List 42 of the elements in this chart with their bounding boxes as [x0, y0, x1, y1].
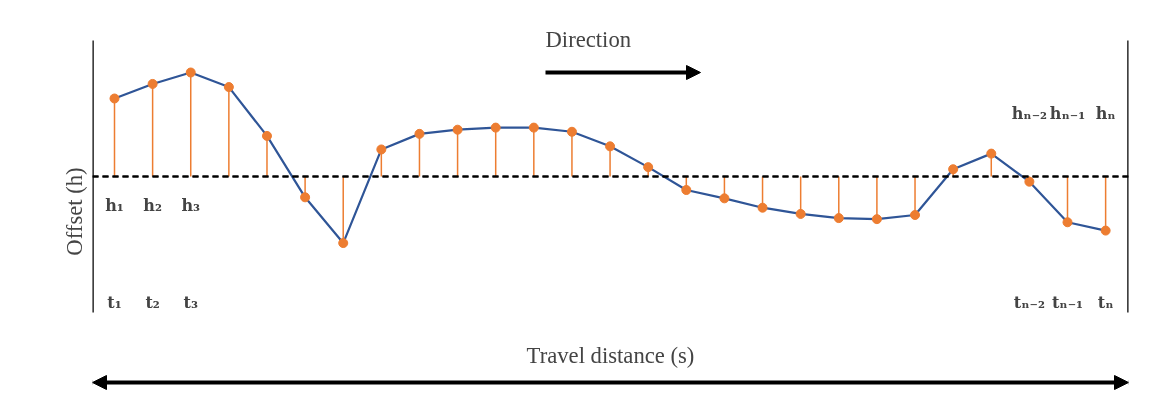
annotation: hₙ: [1095, 104, 1116, 123]
point: [833, 213, 844, 224]
point: [643, 162, 654, 173]
point: [681, 185, 692, 196]
x-tick-label: t₂: [145, 293, 160, 312]
x-axis-title: Travel distance (s): [526, 343, 695, 368]
point: [719, 193, 730, 204]
point: [1100, 225, 1111, 236]
point: [452, 124, 463, 135]
annotation: h₁: [105, 196, 124, 215]
point: [871, 214, 882, 225]
x-tick-label: tₙ₋₂: [1013, 293, 1045, 312]
point: [528, 122, 539, 133]
point: [1024, 176, 1035, 187]
point: [147, 78, 158, 89]
point: [300, 192, 311, 203]
point: [185, 67, 196, 78]
point: [986, 148, 997, 159]
point: [1062, 217, 1073, 228]
x-tick-label: tₙ₋₁: [1051, 293, 1084, 312]
x-tick-label: tₙ: [1097, 293, 1114, 312]
x-tick-label: t₁: [107, 293, 122, 312]
point: [338, 238, 349, 249]
point: [261, 130, 272, 141]
point: [795, 208, 806, 219]
point: [757, 202, 768, 213]
point: [490, 122, 501, 133]
point: [910, 209, 921, 220]
point: [223, 82, 234, 93]
point: [605, 141, 616, 152]
point: [414, 128, 425, 139]
annotation: h₃: [181, 196, 201, 215]
annotation: hₙ₋₁: [1049, 104, 1086, 123]
point: [566, 126, 577, 137]
point: [109, 93, 120, 104]
point: [948, 164, 959, 175]
annotation: hₙ₋₂: [1011, 104, 1048, 123]
x-tick-label: t₃: [183, 293, 198, 312]
text: Direction: [545, 27, 632, 52]
point: [376, 144, 387, 155]
y-axis-title: Offset (h): [61, 167, 87, 256]
annotation: h₂: [143, 196, 162, 215]
